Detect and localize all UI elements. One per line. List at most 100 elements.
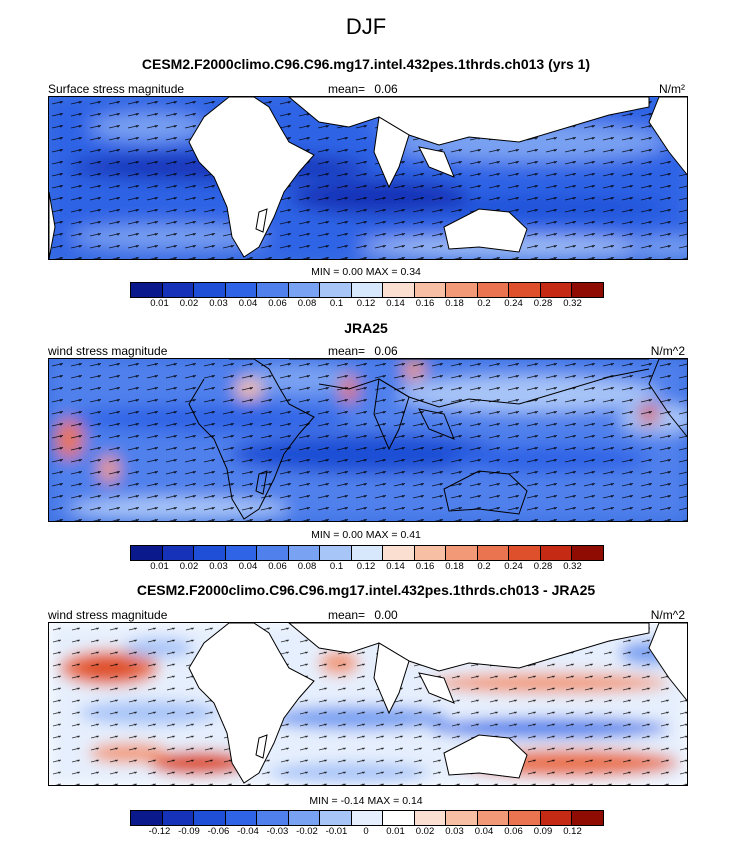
panel-1-mean: mean= 0.06 bbox=[328, 82, 398, 96]
colorbar-swatch bbox=[477, 546, 510, 560]
colorbar-tick-label: 0.12 bbox=[563, 826, 582, 837]
panel-2-mean-value: 0.06 bbox=[374, 344, 398, 358]
colorbar-swatch bbox=[540, 811, 573, 825]
colorbar-tick-label: 0.04 bbox=[474, 826, 494, 837]
colorbar-swatch bbox=[257, 546, 289, 560]
colorbar-tick-label: 0.16 bbox=[415, 298, 435, 309]
panel-2-mean-label: mean= bbox=[328, 344, 366, 358]
colorbar-swatch bbox=[257, 811, 289, 825]
panel-3-mean: mean= 0.00 bbox=[328, 608, 398, 622]
panel-3-min-max: MIN = -0.14 MAX = 0.14 bbox=[0, 795, 732, 807]
colorbar-swatch bbox=[320, 283, 352, 297]
panel-3-map bbox=[48, 622, 688, 786]
panel-2-colorbar bbox=[130, 545, 604, 561]
colorbar-swatch bbox=[225, 283, 258, 297]
colorbar-tick-label: 0.09 bbox=[533, 826, 553, 837]
colorbar-tick-label: 0.12 bbox=[356, 298, 376, 309]
panel-1-colorbar-ticks: 0.01 0.02 0.03 0.04 0.06 0.08 0.1 0.12 0.14 0.16 0… bbox=[130, 298, 604, 310]
colorbar-tick-label: 0.1 bbox=[329, 298, 344, 309]
colorbar-swatch bbox=[351, 283, 384, 297]
colorbar-tick-label: 0.32 bbox=[563, 298, 582, 309]
panel-1-max-label: MAX = bbox=[365, 266, 398, 278]
colorbar-swatch bbox=[225, 546, 258, 560]
colorbar-swatch bbox=[131, 546, 163, 560]
colorbar-swatch bbox=[162, 811, 195, 825]
panel-3-max-value: 0.14 bbox=[402, 795, 423, 807]
colorbar-tick-label: 0.01 bbox=[150, 561, 169, 572]
panel-2-units: N/m^2 bbox=[650, 344, 685, 358]
panel-2-map bbox=[48, 358, 688, 522]
colorbar-swatch bbox=[131, 283, 163, 297]
panel-1-min-value: 0.00 bbox=[342, 266, 363, 278]
panel-3-colorbar bbox=[130, 810, 604, 826]
colorbar-tick-label: 0.18 bbox=[445, 561, 464, 572]
colorbar-tick-label: 0.14 bbox=[386, 561, 405, 572]
colorbar-swatch bbox=[477, 811, 510, 825]
colorbar-swatch bbox=[320, 811, 352, 825]
panel-1-units: N/m² bbox=[659, 82, 685, 96]
panel-1-title: CESM2.F2000climo.C96.C96.mg17.intel.432p… bbox=[141, 56, 591, 72]
colorbar-swatch bbox=[383, 811, 415, 825]
panel-2-max-label: MAX = bbox=[365, 529, 398, 541]
colorbar-tick-label: 0.1 bbox=[329, 561, 344, 572]
figure-title: DJF bbox=[345, 14, 387, 39]
colorbar-tick-label: -0.12 bbox=[148, 826, 171, 837]
colorbar-tick-label: 0.14 bbox=[386, 298, 405, 309]
panel-2-min-max: MIN = 0.00 MAX = 0.41 bbox=[0, 529, 732, 541]
panel-2-variable-label: wind stress magnitude bbox=[48, 344, 168, 358]
panel-1-min-label: MIN = bbox=[311, 266, 340, 278]
colorbar-tick-label: 0.01 bbox=[150, 298, 169, 309]
colorbar-tick-label: 0.28 bbox=[533, 298, 553, 309]
colorbar-tick-label: -0.03 bbox=[266, 826, 289, 837]
colorbar-tick-label: 0.01 bbox=[386, 826, 405, 837]
colorbar-tick-label: 0.02 bbox=[179, 298, 199, 309]
panel-1-max-value: 0.34 bbox=[400, 266, 421, 278]
panel-3-min-label: MIN = bbox=[309, 795, 338, 807]
panel-2-max-value: 0.41 bbox=[400, 529, 421, 541]
colorbar-tick-label: 0.2 bbox=[477, 298, 491, 309]
colorbar-swatch bbox=[288, 811, 321, 825]
colorbar-tick-label: 0.06 bbox=[268, 561, 287, 572]
panel-1-mean-value: 0.06 bbox=[374, 82, 398, 96]
colorbar-tick-label: 0.03 bbox=[445, 826, 464, 837]
panel-3-mean-label: mean= bbox=[328, 608, 366, 622]
colorbar-swatch bbox=[162, 546, 195, 560]
colorbar-tick-label: 0.24 bbox=[504, 298, 523, 309]
colorbar-swatch bbox=[414, 283, 447, 297]
colorbar-tick-label: 0.24 bbox=[504, 561, 523, 572]
colorbar-swatch bbox=[225, 811, 258, 825]
colorbar-swatch bbox=[162, 283, 195, 297]
colorbar-swatch bbox=[194, 283, 226, 297]
colorbar-swatch bbox=[383, 546, 415, 560]
colorbar-swatch bbox=[320, 546, 352, 560]
colorbar-swatch bbox=[572, 811, 603, 825]
colorbar-swatch bbox=[446, 283, 478, 297]
colorbar-tick-label: -0.01 bbox=[325, 826, 348, 837]
colorbar-swatch bbox=[194, 546, 226, 560]
panel-3-map-svg bbox=[49, 623, 687, 785]
colorbar-tick-label: 0.28 bbox=[533, 561, 553, 572]
panel-3-units: N/m^2 bbox=[650, 608, 685, 622]
colorbar-tick-label: -0.06 bbox=[207, 826, 230, 837]
panel-2-title: JRA25 bbox=[344, 320, 388, 336]
colorbar-tick-label: 0.08 bbox=[297, 298, 317, 309]
colorbar-swatch bbox=[414, 811, 447, 825]
colorbar-tick-label: 0.06 bbox=[268, 298, 287, 309]
colorbar-swatch bbox=[477, 283, 510, 297]
colorbar-tick-label: 0.02 bbox=[415, 826, 435, 837]
colorbar-swatch bbox=[509, 283, 541, 297]
colorbar-tick-label: 0.03 bbox=[209, 561, 228, 572]
panel-2-min-label: MIN = bbox=[311, 529, 340, 541]
colorbar-swatch bbox=[540, 283, 573, 297]
panel-3-mean-value: 0.00 bbox=[374, 608, 398, 622]
colorbar-swatch bbox=[131, 811, 163, 825]
colorbar-tick-label: 0.2 bbox=[477, 561, 491, 572]
colorbar-swatch bbox=[509, 546, 541, 560]
panel-3-max-label: MAX = bbox=[367, 795, 400, 807]
colorbar-tick-label: -0.04 bbox=[237, 826, 259, 837]
colorbar-swatch bbox=[257, 283, 289, 297]
panel-2-min-value: 0.00 bbox=[342, 529, 363, 541]
colorbar-swatch bbox=[446, 811, 478, 825]
panel-1-map-svg bbox=[49, 97, 687, 259]
colorbar-tick-label: 0.02 bbox=[179, 561, 199, 572]
